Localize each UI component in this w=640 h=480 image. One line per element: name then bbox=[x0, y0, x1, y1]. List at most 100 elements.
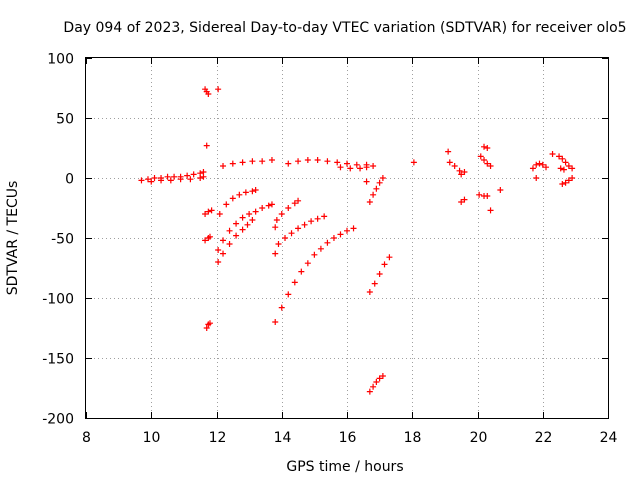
data-point bbox=[484, 160, 491, 167]
x-axis-label: GPS time / hours bbox=[286, 459, 403, 475]
data-point bbox=[216, 211, 223, 217]
data-point bbox=[366, 289, 373, 295]
data-point bbox=[386, 254, 393, 261]
points-layer bbox=[138, 86, 576, 395]
x-tick-label: 22 bbox=[535, 430, 553, 446]
data-point bbox=[497, 187, 504, 193]
data-point bbox=[285, 291, 292, 298]
data-point bbox=[244, 221, 251, 228]
data-point bbox=[549, 151, 556, 157]
data-point bbox=[539, 161, 546, 168]
data-point bbox=[220, 163, 227, 169]
x-tick-label: 20 bbox=[470, 430, 488, 446]
data-point bbox=[252, 208, 259, 215]
y-tick-label: -50 bbox=[51, 232, 74, 248]
data-point bbox=[205, 208, 212, 215]
data-point bbox=[487, 163, 494, 169]
data-point bbox=[357, 165, 364, 172]
data-point bbox=[456, 167, 463, 174]
data-point bbox=[203, 325, 210, 331]
data-point bbox=[249, 158, 256, 165]
data-point bbox=[350, 225, 357, 232]
data-point bbox=[487, 207, 494, 214]
series-arc-30 bbox=[497, 187, 504, 193]
data-point bbox=[533, 175, 540, 181]
data-point bbox=[233, 232, 240, 239]
data-point bbox=[259, 205, 266, 211]
data-point bbox=[484, 193, 491, 199]
data-point bbox=[381, 261, 388, 268]
data-point bbox=[215, 247, 222, 253]
data-point bbox=[177, 176, 184, 183]
data-point bbox=[559, 155, 566, 162]
data-point bbox=[301, 221, 308, 228]
data-point bbox=[278, 211, 285, 217]
data-point bbox=[476, 191, 483, 198]
data-point bbox=[295, 197, 302, 204]
data-point bbox=[220, 250, 227, 257]
x-tick-label: 18 bbox=[404, 430, 422, 446]
data-point bbox=[242, 189, 249, 196]
series-arc-4 bbox=[203, 142, 210, 149]
data-point bbox=[324, 158, 331, 165]
series-arc-29 bbox=[487, 207, 494, 214]
data-point bbox=[282, 235, 289, 241]
data-point bbox=[370, 191, 377, 198]
chart-title: Day 094 of 2023, Sidereal Day-to-day VTE… bbox=[63, 20, 626, 36]
x-tick-label: 8 bbox=[82, 430, 91, 446]
data-point bbox=[208, 207, 215, 214]
data-point bbox=[285, 160, 292, 167]
y-tick-label: 0 bbox=[65, 172, 74, 188]
data-point bbox=[223, 201, 230, 208]
data-point bbox=[229, 195, 236, 202]
x-tick-label: 16 bbox=[339, 430, 357, 446]
data-point bbox=[246, 211, 253, 217]
data-point bbox=[239, 226, 246, 233]
plot-frame bbox=[85, 57, 609, 419]
y-tick-label: 100 bbox=[47, 52, 74, 68]
series-arc-26 bbox=[476, 191, 491, 199]
data-point bbox=[565, 163, 572, 169]
data-point bbox=[272, 319, 279, 325]
data-point bbox=[308, 218, 315, 225]
data-point bbox=[481, 143, 488, 150]
data-point bbox=[314, 215, 321, 222]
data-point bbox=[148, 178, 155, 185]
data-point bbox=[370, 163, 377, 169]
data-point bbox=[164, 173, 171, 180]
data-point bbox=[298, 268, 305, 275]
series-arc-1b bbox=[148, 173, 207, 185]
series-arc-35 bbox=[559, 175, 576, 187]
data-point bbox=[220, 237, 227, 244]
data-point bbox=[379, 373, 386, 379]
data-point bbox=[295, 225, 302, 232]
series-arc-9 bbox=[216, 187, 259, 217]
data-point bbox=[239, 159, 246, 166]
data-point bbox=[458, 171, 465, 178]
data-point bbox=[197, 175, 204, 181]
data-point bbox=[458, 199, 465, 205]
data-point bbox=[481, 157, 488, 163]
series-arc-28 bbox=[481, 143, 491, 151]
data-point bbox=[562, 159, 569, 166]
y-tick-label: -200 bbox=[42, 412, 74, 428]
series-arc-11 bbox=[215, 217, 256, 265]
data-point bbox=[249, 217, 256, 223]
x-tick-label: 10 bbox=[143, 430, 161, 446]
data-point bbox=[249, 188, 256, 195]
data-point bbox=[543, 164, 550, 171]
series-arc-25 bbox=[458, 196, 468, 205]
data-point bbox=[295, 158, 302, 165]
series-arc-15b bbox=[337, 164, 370, 172]
data-point bbox=[477, 153, 484, 160]
series-arc-1 bbox=[138, 169, 207, 184]
series-arc-10 bbox=[215, 201, 275, 253]
data-point bbox=[272, 224, 279, 231]
series-arc-34 bbox=[557, 165, 567, 173]
data-point bbox=[451, 163, 458, 169]
data-point bbox=[379, 175, 386, 181]
data-point bbox=[560, 166, 567, 173]
data-point bbox=[205, 91, 212, 97]
